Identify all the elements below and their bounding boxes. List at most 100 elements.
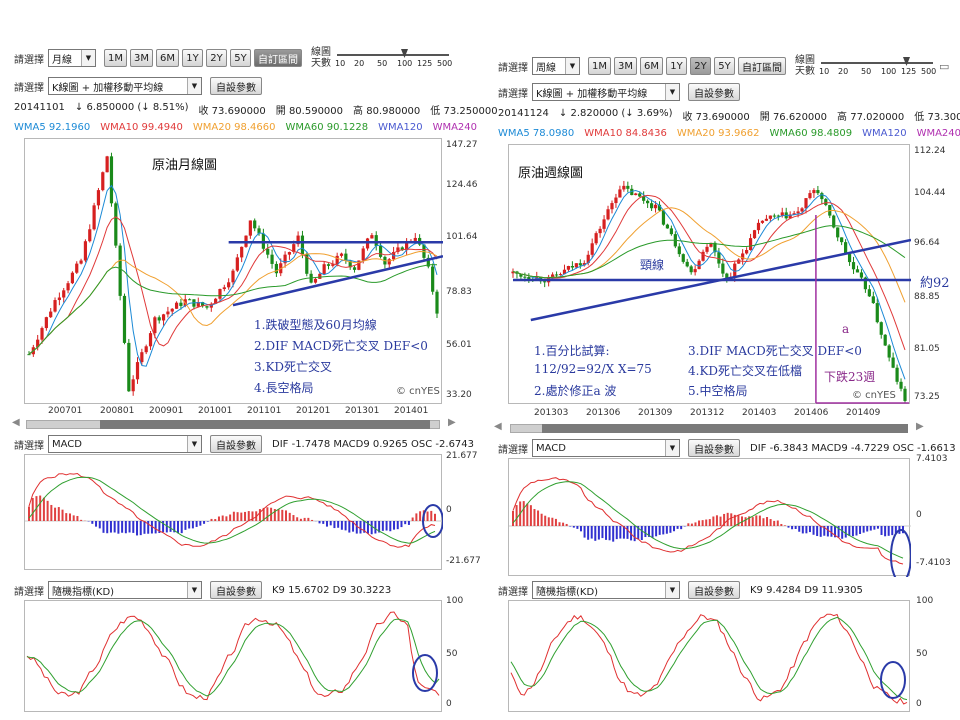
candle-body <box>665 224 670 229</box>
slider-thumb-icon[interactable] <box>903 57 910 66</box>
params-button[interactable]: 自設參數 <box>210 435 262 453</box>
dropdown-arrow-icon[interactable]: ▼ <box>565 58 579 74</box>
candle-body <box>630 188 634 196</box>
macd-bar <box>98 521 101 529</box>
right-macd-chart[interactable] <box>508 458 911 577</box>
scroll-left-icon[interactable]: ◀ <box>494 421 502 432</box>
period-5y-button[interactable]: 5Y <box>714 57 735 75</box>
right-kd-chart[interactable] <box>508 600 910 712</box>
candle-body <box>105 156 109 173</box>
period-1y-button[interactable]: 1Y <box>182 49 203 67</box>
macd-select[interactable]: MACD ▼ <box>532 439 680 457</box>
dropdown-arrow-icon[interactable]: ▼ <box>187 78 201 94</box>
signal-line <box>512 481 904 559</box>
kd-toolbar: 請選擇 隨機指標(KD) ▼ 自設參數 K9 9.4284 D9 11.9305 <box>498 580 863 600</box>
kd-select[interactable]: 隨機指標(KD) ▼ <box>48 581 202 599</box>
candle-body <box>335 255 339 265</box>
candle-body <box>586 254 590 264</box>
slider-tick: 20 <box>354 59 365 68</box>
annotation-2: 2.DIF MACD死亡交叉 DEF<0 <box>254 339 428 353</box>
params-button[interactable]: 自設參數 <box>210 581 262 599</box>
dropdown-arrow-icon[interactable]: ▼ <box>81 50 95 66</box>
days-slider[interactable]: 10 20 50 100 125 500 <box>819 56 936 76</box>
scroll-thumb[interactable] <box>542 424 908 433</box>
candle-body <box>646 200 650 204</box>
scroll-right-icon[interactable]: ▶ <box>448 417 456 428</box>
macd-bar <box>780 523 783 526</box>
macd-bar <box>400 521 403 528</box>
scroll-right-icon[interactable]: ▶ <box>916 421 924 432</box>
dropdown-arrow-icon[interactable]: ▼ <box>665 582 679 598</box>
period-3m-button[interactable]: 3M <box>130 49 153 67</box>
macd-bar <box>61 509 64 521</box>
dropdown-arrow-icon[interactable]: ▼ <box>665 84 679 100</box>
custom-range-button[interactable]: 自訂區間 <box>738 57 786 75</box>
period-5y-button[interactable]: 5Y <box>230 49 251 67</box>
macd-bar <box>381 521 384 531</box>
chart-type-toolbar: 請選擇 K線圖 + 加權移動平均線 ▼ 自設參數 <box>498 82 750 102</box>
macd-bar <box>748 516 751 526</box>
period-3m-button[interactable]: 3M <box>614 57 637 75</box>
macd-bar <box>690 523 693 526</box>
period-2y-button[interactable]: 2Y <box>206 49 227 67</box>
params-button[interactable]: 自設參數 <box>688 83 740 101</box>
macd-bar <box>579 526 582 532</box>
select-label: 請選擇 <box>498 444 528 456</box>
period-1m-button[interactable]: 1M <box>104 49 127 67</box>
kd-axis-label: 50 <box>446 649 458 659</box>
window-icon[interactable]: ▭ <box>939 59 950 73</box>
period-6m-button[interactable]: 6M <box>640 57 663 75</box>
macd-bar <box>136 521 139 536</box>
macd-bar <box>158 521 161 534</box>
candle-body <box>179 302 183 306</box>
kd-select[interactable]: 隨機指標(KD) ▼ <box>532 581 680 599</box>
candle-body <box>752 230 757 239</box>
scroll-thumb[interactable] <box>100 420 430 429</box>
quote-low: 低 73.300000 <box>914 112 960 123</box>
params-button[interactable]: 自設參數 <box>688 439 740 457</box>
params-button[interactable]: 自設參數 <box>210 77 262 95</box>
macd-bar <box>851 526 854 537</box>
left-macd-chart[interactable] <box>24 454 443 570</box>
left-kd-chart[interactable] <box>24 600 442 712</box>
time-scrollbar[interactable]: ◀ ▶ <box>12 417 466 431</box>
candle-body <box>558 274 563 276</box>
highlight-circle <box>880 661 906 700</box>
macd-bar <box>206 521 209 522</box>
right-price-chart[interactable] <box>508 144 911 404</box>
custom-range-button[interactable]: 自訂區間 <box>254 49 302 67</box>
time-scrollbar[interactable]: ◀ ▶ <box>494 421 934 435</box>
left-price-chart[interactable] <box>24 138 443 404</box>
params-button[interactable]: 自設參數 <box>688 581 740 599</box>
candle-body <box>844 242 848 255</box>
chart-type-select[interactable]: K線圖 + 加權移動平均線 ▼ <box>532 83 680 101</box>
candle-body <box>205 306 209 308</box>
period-1m-button[interactable]: 1M <box>588 57 611 75</box>
macd-bar <box>247 511 250 521</box>
chart-type-select[interactable]: K線圖 + 加權移動平均線 ▼ <box>48 77 202 95</box>
period-select[interactable]: 月線 ▼ <box>48 49 96 67</box>
kd-values: K9 9.4284 D9 11.9305 <box>750 584 863 596</box>
candle-body <box>792 213 796 215</box>
period-select[interactable]: 周線 ▼ <box>532 57 580 75</box>
period-1y-button[interactable]: 1Y <box>666 57 687 75</box>
candle-body <box>253 220 257 229</box>
macd-bar <box>540 513 543 526</box>
macd-bar <box>762 518 765 526</box>
period-2y-button[interactable]: 2Y <box>690 57 711 75</box>
candle-body <box>166 311 170 315</box>
dropdown-arrow-icon[interactable]: ▼ <box>187 436 201 452</box>
candle-body <box>840 237 844 243</box>
macd-bar <box>783 525 786 526</box>
days-slider[interactable]: 10 20 50 100 125 500 <box>335 48 452 68</box>
macd-axis-label: 0 <box>446 505 452 515</box>
scroll-left-icon[interactable]: ◀ <box>12 417 20 428</box>
dropdown-arrow-icon[interactable]: ▼ <box>187 582 201 598</box>
slider-thumb-icon[interactable] <box>401 49 408 58</box>
candle-body <box>899 381 903 389</box>
dropdown-arrow-icon[interactable]: ▼ <box>665 440 679 456</box>
candle-body <box>296 235 300 245</box>
candle-body <box>339 253 344 256</box>
macd-select[interactable]: MACD ▼ <box>48 435 202 453</box>
period-6m-button[interactable]: 6M <box>156 49 179 67</box>
